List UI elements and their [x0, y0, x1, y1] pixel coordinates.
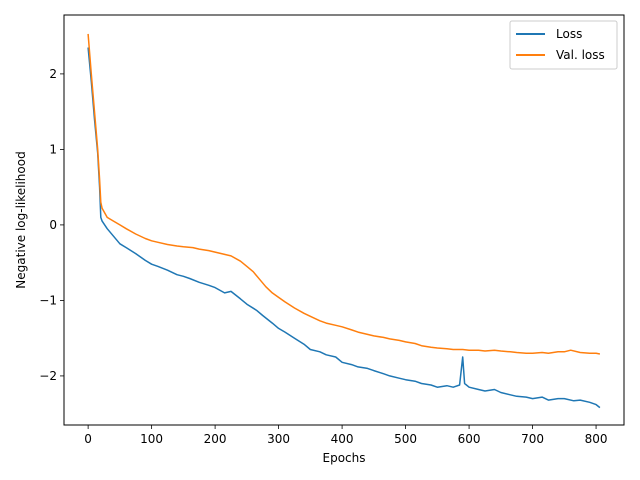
x-tick-label: 600: [458, 432, 481, 446]
series-layer: [87, 33, 601, 409]
y-tick-label: −1: [39, 293, 57, 307]
x-tick-label: 300: [267, 432, 290, 446]
legend-label-loss: Loss: [556, 27, 582, 41]
y-axis-label: Negative log-likelihood: [14, 151, 28, 288]
series-line-val-loss: [87, 33, 601, 355]
legend-label-val-loss: Val. loss: [556, 48, 605, 62]
y-tick-label: −2: [39, 369, 57, 383]
legend: Loss Val. loss: [509, 20, 618, 70]
y-tick-label: 2: [49, 67, 57, 81]
y-tick-label: 0: [49, 218, 57, 232]
x-tick-label: 500: [394, 432, 417, 446]
x-axis-ticks: 0 100 200 300 400 500 600 700 800: [84, 425, 608, 446]
series-line-loss: [87, 47, 601, 409]
y-tick-label: 1: [49, 142, 57, 156]
x-tick-label: 200: [204, 432, 227, 446]
x-tick-label: 800: [585, 432, 608, 446]
x-tick-label: 700: [521, 432, 544, 446]
y-axis-ticks: −2 −1 0 1 2: [39, 67, 64, 383]
x-tick-label: 0: [84, 432, 92, 446]
x-tick-label: 400: [331, 432, 354, 446]
plot-frame: [63, 14, 625, 426]
x-axis-label: Epochs: [323, 451, 366, 465]
x-tick-label: 100: [140, 432, 163, 446]
